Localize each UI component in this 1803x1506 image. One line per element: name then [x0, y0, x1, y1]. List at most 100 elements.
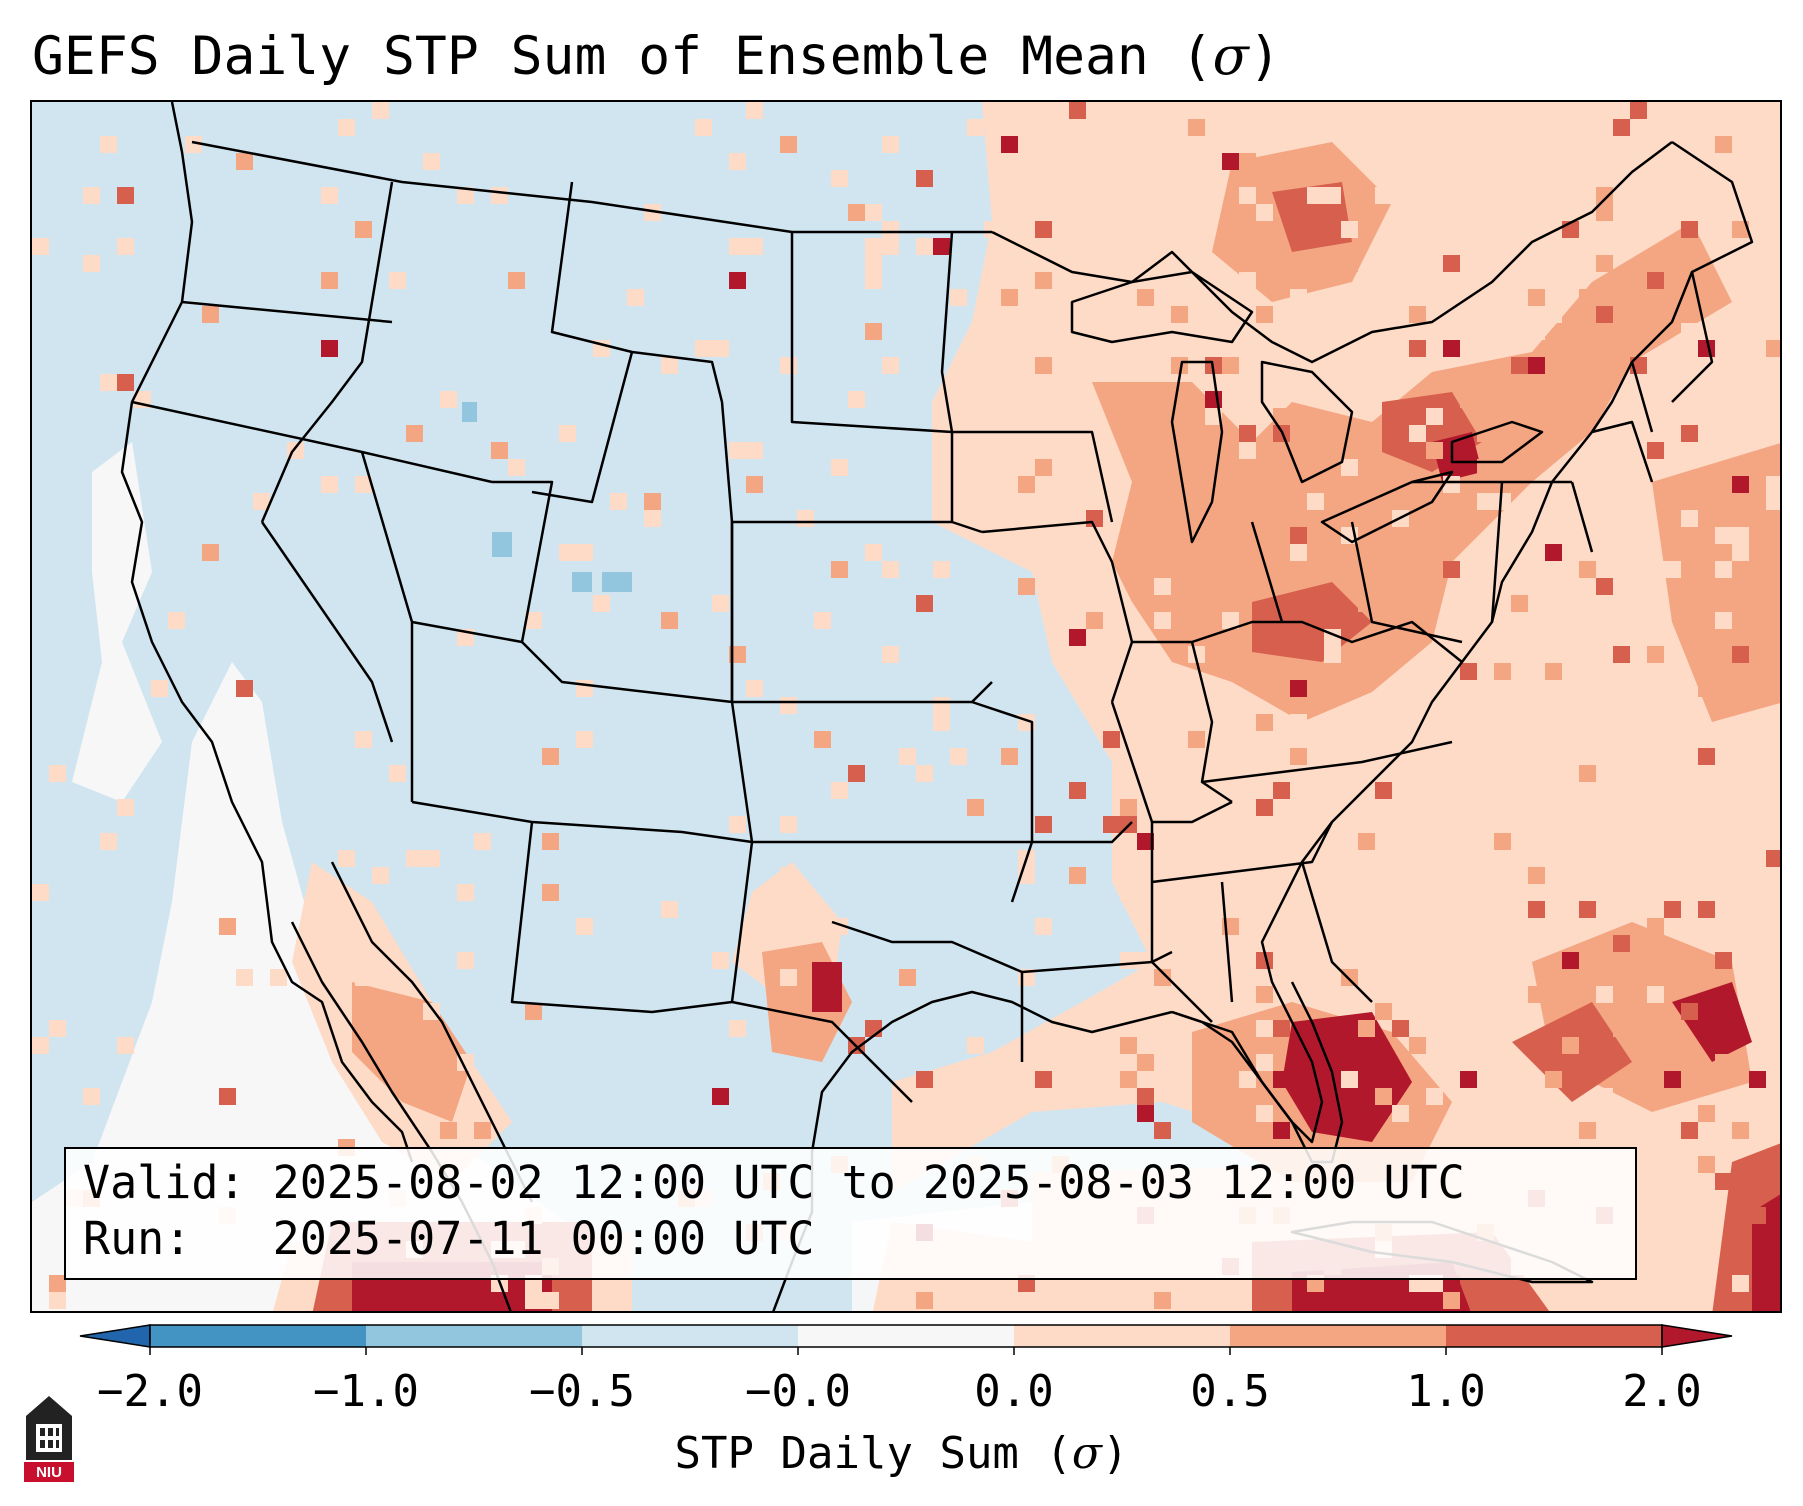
- grid-cell: [831, 170, 848, 187]
- grid-cell: [1562, 578, 1579, 595]
- grid-cell: [865, 238, 882, 255]
- grid-cell: [1460, 629, 1477, 646]
- grid-cell: [1358, 833, 1375, 850]
- grid-cell: [1035, 459, 1052, 476]
- grid-cell: [202, 306, 219, 323]
- grid-cell: [1443, 493, 1460, 510]
- grid-cell: [865, 204, 882, 221]
- grid-cell: [1409, 1037, 1426, 1054]
- grid-cell: [967, 799, 984, 816]
- grid-cell: [865, 255, 882, 272]
- grid-cell: [1375, 102, 1392, 119]
- colorbar-segment: [1230, 1325, 1446, 1347]
- grid-cell: [117, 1037, 134, 1054]
- grid-cell: [1647, 1292, 1664, 1309]
- grid-cell: [644, 493, 661, 510]
- grid-cell: [1290, 748, 1307, 765]
- grid-cell: [1137, 1054, 1154, 1071]
- niu-logo: NIU: [24, 1396, 74, 1482]
- grid-cell: [1596, 306, 1613, 323]
- grid-cell: [1069, 867, 1086, 884]
- grid-cell: [1256, 306, 1273, 323]
- grid-cell: [1392, 1020, 1409, 1037]
- grid-cell: [1528, 170, 1545, 187]
- grid-cell: [1698, 748, 1715, 765]
- grid-cell: [1307, 340, 1324, 357]
- grid-cell: [1375, 782, 1392, 799]
- grid-cell: [542, 1292, 559, 1309]
- grid-cell: [1137, 1088, 1154, 1105]
- grid-cell: [1103, 595, 1120, 612]
- grid-cell: [1596, 986, 1613, 1003]
- grid-cell: [1341, 969, 1358, 986]
- grid-cell: [1290, 714, 1307, 731]
- grid-cell: [49, 1275, 66, 1292]
- grid-cell: [1698, 153, 1715, 170]
- grid-cell: [1426, 1088, 1443, 1105]
- grid-cell: [1256, 1054, 1273, 1071]
- grid-cell: [457, 952, 474, 969]
- grid-cell: [729, 816, 746, 833]
- grid-cell: [1120, 782, 1137, 799]
- grid-cell: [916, 1292, 933, 1309]
- grid-cell: [1528, 901, 1545, 918]
- colorbar-tick-label: 1.0: [1406, 1366, 1486, 1417]
- grid-cell: [1409, 323, 1426, 340]
- grid-cell: [1035, 918, 1052, 935]
- grid-cell: [355, 731, 372, 748]
- grid-cell: [1545, 1071, 1562, 1088]
- grid-cell: [1613, 935, 1630, 952]
- grid-cell: [916, 1071, 933, 1088]
- grid-cell: [372, 102, 389, 119]
- grid-cell: [1494, 374, 1511, 391]
- grid-cell: [32, 1037, 49, 1054]
- grid-cell: [729, 238, 746, 255]
- grid-cell: [1273, 408, 1290, 425]
- grid-cell: [100, 374, 117, 391]
- grid-cell: [321, 272, 338, 289]
- grid-cell: [661, 901, 678, 918]
- grid-cell: [1647, 272, 1664, 289]
- grid-cell: [1596, 187, 1613, 204]
- grid-cell: [780, 867, 797, 884]
- grid-cell: [1528, 289, 1545, 306]
- grid-cell: [1749, 1071, 1766, 1088]
- grid-cell: [1222, 357, 1239, 374]
- grid-cell: [1069, 102, 1086, 119]
- grid-cell: [1239, 442, 1256, 459]
- grid-cell: [1069, 782, 1086, 799]
- grid-cell: [882, 646, 899, 663]
- grid-cell: [1460, 1071, 1477, 1088]
- grid-cell: [32, 238, 49, 255]
- grid-cell: [1528, 323, 1545, 340]
- grid-cell: [1766, 850, 1780, 867]
- grid-cell: [1001, 748, 1018, 765]
- colorbar-tick-label: 0.5: [1190, 1366, 1270, 1417]
- colorbar-tick-label: −0.5: [529, 1366, 635, 1417]
- grid-cell: [117, 238, 134, 255]
- grid-cell: [1715, 136, 1732, 153]
- grid-cell: [1528, 867, 1545, 884]
- grid-cell: [491, 442, 508, 459]
- grid-cell: [1290, 680, 1307, 697]
- grid-cell: [1443, 476, 1460, 493]
- grid-cell: [1698, 680, 1715, 697]
- grid-cell: [1035, 816, 1052, 833]
- grid-cell: [576, 680, 593, 697]
- grid-cell: [253, 493, 270, 510]
- colorbar-label: STP Daily Sum (σ): [674, 1428, 1129, 1479]
- grid-cell: [1664, 901, 1681, 918]
- grid-cell: [321, 340, 338, 357]
- grid-cell: [746, 102, 763, 119]
- grid-cell: [1222, 612, 1239, 629]
- grid-cell: [661, 612, 678, 629]
- grid-cell: [270, 969, 287, 986]
- grid-cell: [1698, 1275, 1715, 1292]
- grid-cell: [1256, 510, 1273, 527]
- grid-cell: [1443, 340, 1460, 357]
- grid-cell: [49, 765, 66, 782]
- grid-cell: [1494, 1037, 1511, 1054]
- grid-cell: [729, 442, 746, 459]
- grid-cell: [1239, 272, 1256, 289]
- grid-cell: [780, 969, 797, 986]
